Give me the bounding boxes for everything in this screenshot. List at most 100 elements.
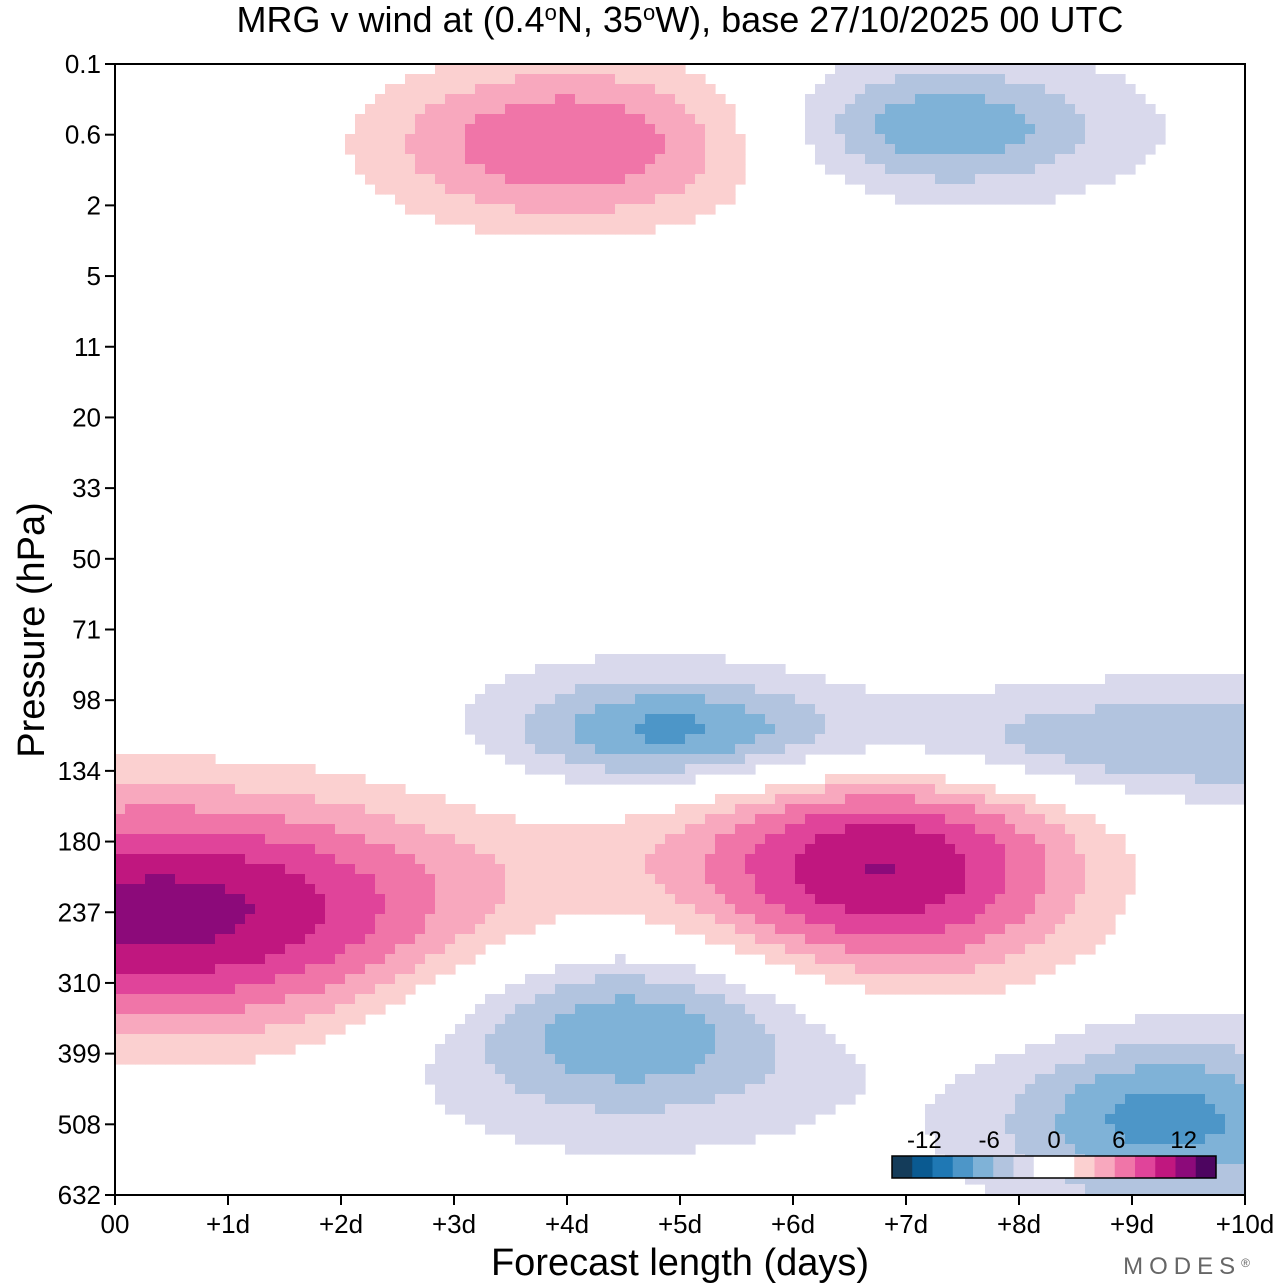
contour-cell [1025, 184, 1036, 195]
contour-cell [705, 164, 716, 175]
contour-cell [1015, 974, 1026, 985]
contour-cell [985, 744, 996, 755]
contour-cell [975, 724, 986, 735]
contour-cell [675, 94, 686, 105]
contour-cell [605, 744, 616, 755]
contour-cell [635, 1004, 646, 1015]
contour-cell [555, 724, 566, 735]
contour-cell [855, 114, 866, 125]
contour-cell [485, 884, 496, 895]
contour-cell [685, 764, 696, 775]
contour-cell [705, 144, 716, 155]
colorbar-frame [891, 1155, 1217, 1179]
contour-cell [855, 854, 866, 865]
contour-cell [1185, 1034, 1196, 1045]
contour-cell [325, 774, 336, 785]
contour-cell [465, 1104, 476, 1115]
contour-cell [485, 864, 496, 875]
contour-cell [495, 1014, 506, 1025]
contour-cell [1065, 704, 1076, 715]
contour-cell [255, 1034, 266, 1045]
contour-cell [1045, 184, 1056, 195]
contour-cell [755, 854, 766, 865]
contour-cell [695, 724, 706, 735]
contour-cell [1005, 1134, 1016, 1145]
contour-cell [935, 904, 946, 915]
contour-cell [505, 1024, 516, 1035]
contour-cell [405, 814, 416, 825]
contour-cell [1125, 724, 1136, 735]
contour-cell [275, 974, 286, 985]
contour-cell [725, 864, 736, 875]
contour-cell [985, 734, 996, 745]
contour-cell [745, 684, 756, 695]
contour-cell [515, 844, 526, 855]
contour-cell [695, 854, 706, 865]
contour-cell [1045, 64, 1056, 75]
contour-cell [735, 824, 746, 835]
contour-cell [1045, 1104, 1056, 1115]
contour-cell [1105, 144, 1116, 155]
contour-cell [935, 894, 946, 905]
contour-cell [415, 884, 426, 895]
contour-cell [735, 1064, 746, 1075]
contour-cell [1085, 144, 1096, 155]
contour-cell [1205, 1044, 1216, 1055]
contour-cell [475, 814, 486, 825]
contour-cell [695, 884, 706, 895]
contour-cell [555, 734, 566, 745]
contour-cell [825, 714, 836, 725]
contour-cell [1085, 134, 1096, 145]
contour-cell [265, 954, 276, 965]
contour-cell [635, 654, 646, 665]
contour-cell [115, 824, 126, 835]
contour-cell [725, 704, 736, 715]
contour-cell [905, 164, 916, 175]
contour-cell [475, 1014, 486, 1025]
contour-cell [1045, 834, 1056, 845]
contour-cell [485, 124, 496, 135]
contour-cell [875, 924, 886, 935]
contour-cell [455, 814, 466, 825]
contour-cell [965, 964, 976, 975]
contour-cell [1175, 784, 1186, 795]
contour-cell [875, 784, 886, 795]
contour-cell [585, 1114, 596, 1125]
contour-cell [635, 1084, 646, 1095]
contour-cell [795, 814, 806, 825]
contour-cell [1025, 1144, 1036, 1155]
contour-cell [165, 904, 176, 915]
contour-cell [515, 1134, 526, 1145]
contour-cell [555, 194, 566, 205]
contour-cell [405, 854, 416, 865]
contour-cell [1015, 884, 1026, 895]
contour-cell [135, 934, 146, 945]
contour-cell [965, 904, 976, 915]
contour-cell [1205, 1114, 1216, 1125]
contour-cell [825, 864, 836, 875]
contour-cell [705, 714, 716, 725]
contour-cell [1085, 744, 1096, 755]
contour-cell [305, 844, 316, 855]
contour-cell [135, 764, 146, 775]
contour-cell [645, 94, 656, 105]
contour-cell [1135, 734, 1146, 745]
contour-cell [675, 654, 686, 665]
contour-cell [575, 214, 586, 225]
contour-cell [525, 694, 536, 705]
contour-cell [725, 114, 736, 125]
contour-cell [775, 694, 786, 705]
contour-cell [1045, 714, 1056, 725]
contour-cell [995, 164, 1006, 175]
contour-cell [845, 934, 856, 945]
contour-cell [485, 174, 496, 185]
contour-cell [275, 834, 286, 845]
contour-cell [805, 894, 816, 905]
contour-cell [845, 84, 856, 95]
contour-cell [545, 224, 556, 235]
contour-cell [925, 864, 936, 875]
contour-cell [345, 874, 356, 885]
contour-cell [495, 914, 506, 925]
contour-cell [1155, 124, 1166, 135]
contour-cell [625, 1094, 636, 1105]
